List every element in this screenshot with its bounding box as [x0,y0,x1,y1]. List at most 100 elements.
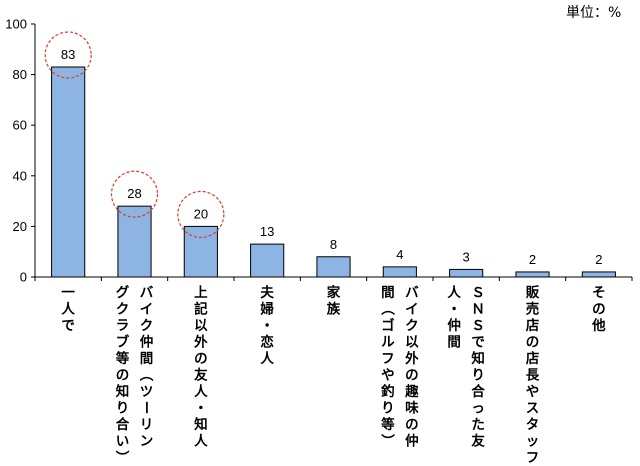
category-label-char: ス [526,401,540,417]
category-label-char: タ [526,417,540,433]
category-label-char: 族 [327,301,341,318]
category-label-char: グ [116,284,130,301]
category-label-char: っ [471,401,485,417]
category-label-char: （ [379,302,395,316]
category-label-char: ク [140,318,154,334]
data-label: 83 [61,47,75,62]
category-label-char: フ [526,450,540,466]
category-label-char: 外 [194,334,208,351]
data-label: 28 [127,186,141,201]
category-label-char: そ [592,285,606,301]
category-label-char: 恋 [260,334,274,351]
category-label-char: り [381,401,395,417]
data-label: 13 [260,224,274,239]
data-label: 2 [529,252,536,267]
category-label-char: で [61,318,75,334]
category-label-char: 人 [61,302,75,318]
category-label-char: 仲 [447,317,461,334]
category-label-char: や [526,384,540,400]
category-label-char: 人 [194,384,208,400]
category-label-char: 味 [405,401,419,417]
bar [449,268,484,278]
category-label-char: り [471,368,485,384]
data-label: 8 [330,237,337,252]
category-label-char: 売 [526,301,540,318]
category-label: 一人で [61,285,75,334]
bar [382,266,417,278]
category-label-char: ） [114,450,130,464]
category-label-char: 以 [194,318,208,334]
category-label-char: ） [379,434,395,448]
y-tick-label: 20 [13,219,27,234]
highlight-circle [177,190,225,238]
y-tick-label: 0 [20,270,27,285]
category-label-char: イ [405,302,419,318]
category-label-char: バ [140,285,154,301]
category-label-char: ・ [260,318,274,334]
y-tick-label: 40 [13,168,27,183]
category-label-char: 上 [194,285,208,301]
category-label-char: 知 [194,416,208,433]
y-tick-label: 80 [13,67,27,82]
category-label-char: 等 [381,416,395,433]
category-label-char: イ [140,302,154,318]
category-label-char: ク [116,302,130,318]
category-label-char: 外 [405,350,419,367]
category-label-char: バ [405,285,419,301]
bar [51,66,86,278]
category-label-char: リ [140,417,154,433]
category-label-char: 知 [471,350,485,367]
unit-label: 単位：% [566,5,622,21]
data-label: 3 [463,249,470,264]
data-label: 20 [194,206,208,221]
bar [250,243,285,278]
category-label-char: 以 [405,335,419,351]
category-label-char: ク [405,318,419,334]
category-label-char: 人 [447,285,461,301]
category-label-char: ・ [447,302,461,318]
category-label-char: 合 [116,416,130,433]
data-label: 4 [396,247,403,262]
category-label-char: 夫 [260,284,274,301]
category-label-char: ラ [116,318,130,334]
category-label-char: （ [138,368,154,382]
category-label-char: Ｎ [471,302,485,318]
category-label: 家族 [327,284,341,318]
category-label-char: や [381,368,395,384]
bar [581,271,616,278]
category-label-char: Ｓ [471,318,485,334]
category-label-char: ブ [116,334,130,351]
data-label: 2 [595,252,602,267]
category-label-char: 人 [260,351,274,367]
category-label-char: 仲 [140,334,154,351]
category-label-char: 仲 [405,433,419,450]
category-label-char: ・ [194,401,208,417]
category-label-char: 家 [327,284,341,301]
category-label-char: 婦 [259,301,274,318]
category-label-char: ゴ [381,317,395,334]
category-label-char: の [592,302,606,318]
category-label-char: 間 [447,335,461,351]
y-tick-label: 100 [5,17,27,32]
highlight-circle [44,31,92,79]
category-label-char: ツ [140,384,154,400]
category-label-char: 友 [471,433,485,450]
bar [316,256,351,278]
category-label-char: 長 [526,368,540,384]
category-label-char: 他 [591,317,606,334]
category-label-char: ン [140,434,154,450]
bar [515,271,550,278]
category-label-char: 知 [116,383,130,400]
bar [117,205,152,278]
category-label-char: の [526,335,540,351]
category-label-char: 記 [194,301,208,318]
category-label-char: の [405,368,419,384]
category-label-char: フ [381,351,395,367]
category-label-char: Ｓ [471,285,485,301]
category-label-char: 販 [526,284,540,301]
